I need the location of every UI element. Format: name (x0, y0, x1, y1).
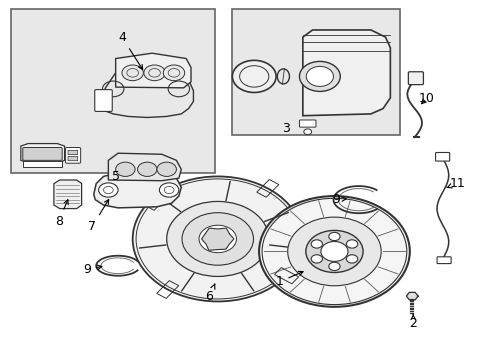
Polygon shape (116, 53, 191, 88)
Circle shape (346, 255, 357, 263)
Circle shape (182, 213, 253, 265)
Text: 7: 7 (88, 199, 108, 233)
Text: 2: 2 (408, 314, 416, 330)
Circle shape (303, 129, 311, 135)
Circle shape (310, 255, 322, 263)
Circle shape (305, 66, 333, 86)
Polygon shape (406, 292, 417, 300)
FancyBboxPatch shape (435, 153, 449, 161)
Text: 6: 6 (205, 284, 214, 303)
Circle shape (99, 183, 118, 197)
FancyBboxPatch shape (299, 120, 315, 127)
Polygon shape (94, 173, 181, 208)
FancyBboxPatch shape (407, 72, 423, 85)
Circle shape (116, 162, 135, 176)
Circle shape (287, 217, 381, 286)
Circle shape (143, 65, 165, 81)
FancyBboxPatch shape (232, 9, 399, 135)
Text: 10: 10 (418, 92, 434, 105)
Circle shape (310, 240, 322, 248)
Circle shape (163, 65, 184, 81)
FancyBboxPatch shape (23, 148, 62, 160)
Circle shape (328, 262, 340, 271)
Polygon shape (54, 180, 81, 208)
FancyBboxPatch shape (11, 9, 215, 173)
Circle shape (137, 162, 157, 176)
Polygon shape (108, 153, 181, 181)
Circle shape (305, 230, 363, 273)
FancyBboxPatch shape (65, 148, 81, 163)
Text: 9: 9 (83, 263, 102, 276)
Circle shape (166, 202, 268, 276)
Polygon shape (21, 144, 64, 163)
Text: 1: 1 (275, 271, 303, 288)
FancyBboxPatch shape (95, 90, 112, 111)
Circle shape (259, 196, 409, 307)
Circle shape (328, 232, 340, 240)
Circle shape (132, 176, 302, 301)
Text: 8: 8 (55, 200, 68, 228)
Ellipse shape (291, 220, 384, 289)
Polygon shape (201, 228, 233, 250)
Text: 4: 4 (118, 31, 142, 69)
Circle shape (157, 162, 176, 176)
Circle shape (232, 60, 276, 93)
Circle shape (299, 62, 340, 91)
Polygon shape (23, 161, 62, 167)
Circle shape (346, 240, 357, 248)
Circle shape (199, 225, 236, 253)
Text: 11: 11 (446, 177, 465, 190)
FancyBboxPatch shape (68, 157, 78, 161)
Circle shape (320, 242, 347, 261)
Text: 3: 3 (282, 122, 290, 135)
FancyBboxPatch shape (68, 150, 78, 155)
Text: 9: 9 (331, 193, 346, 206)
Circle shape (159, 183, 179, 197)
Text: 5: 5 (111, 170, 120, 183)
Circle shape (122, 65, 143, 81)
Polygon shape (302, 30, 389, 116)
FancyBboxPatch shape (436, 257, 450, 264)
